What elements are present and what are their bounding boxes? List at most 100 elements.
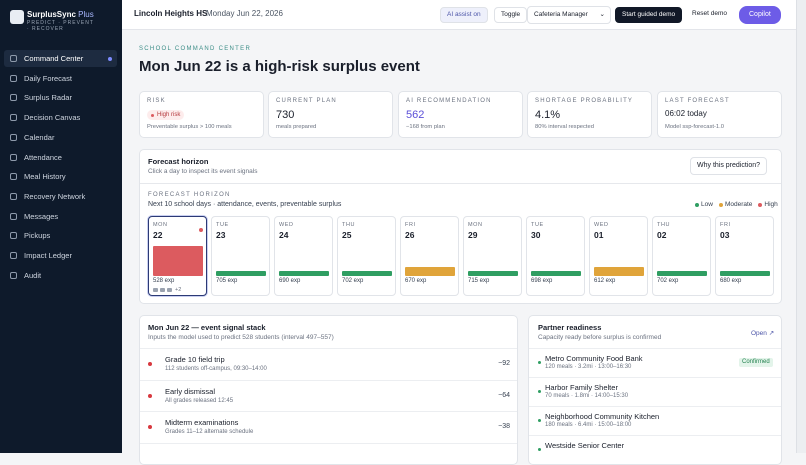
day-card[interactable]: THU 02 702 exp <box>652 216 711 296</box>
section-eyebrow: FORECAST HORIZON <box>148 192 231 198</box>
nav-icon <box>10 153 17 161</box>
nav-icon <box>10 192 17 200</box>
partner-dot <box>538 390 541 393</box>
risk-bar <box>720 271 770 276</box>
day-card[interactable]: WED 24 690 exp <box>274 216 333 296</box>
day-weekday: MON <box>153 222 168 228</box>
guided-demo-button[interactable]: Start guided demo <box>615 7 683 23</box>
day-number: 03 <box>720 230 730 240</box>
risk-bar <box>657 271 707 276</box>
risk-bar <box>279 271 329 276</box>
day-expected: 698 exp <box>531 278 553 284</box>
kpi-card: RISK High risk Preventable surplus > 100 m… <box>139 91 264 138</box>
partner-detail: 180 meals · 6.4mi · 15:00–18:00 <box>545 422 632 428</box>
nav-label: Impact Ledger <box>24 251 72 260</box>
day-weekday: WED <box>279 222 294 228</box>
legend-label: High <box>764 201 778 208</box>
risk-bar <box>342 271 392 276</box>
nav-item[interactable]: Decision Canvas <box>4 109 117 126</box>
partner-name: Westside Senior Center <box>545 441 625 450</box>
day-weekday: TUE <box>531 222 544 228</box>
nav-item[interactable]: Recovery Network <box>4 188 117 205</box>
divider <box>140 183 781 184</box>
role-select[interactable]: Cafeteria Manager ⌄ <box>527 6 611 24</box>
why-button[interactable]: Why this prediction? <box>690 157 768 175</box>
school: Lincoln Heights HS <box>134 9 208 18</box>
row-divider <box>140 379 517 381</box>
nav-item[interactable]: Daily Forecast <box>4 70 117 87</box>
day-card[interactable]: THU 25 702 exp <box>337 216 396 296</box>
nav-item[interactable]: Command Center <box>4 50 117 67</box>
kpi-label: LAST FORECAST <box>665 98 730 104</box>
nav-icon <box>10 271 17 279</box>
day-weekday: FRI <box>720 222 731 228</box>
status-badge: Confirmed <box>739 358 773 367</box>
day-card[interactable]: TUE 23 705 exp <box>211 216 270 296</box>
nav-icon <box>10 212 17 220</box>
day-card[interactable]: FRI 03 680 exp <box>715 216 774 296</box>
kpi-note: meals prepared <box>276 124 317 130</box>
kpi-note: 80% interval respected <box>535 124 594 130</box>
row-divider <box>140 348 517 349</box>
nav-icon <box>10 252 17 259</box>
signal-panel: Mon Jun 22 — event signal stack Inputs t… <box>139 315 518 465</box>
copilot-button[interactable]: Copilot <box>739 6 781 24</box>
brand-suffix: Plus <box>78 10 94 19</box>
day-card[interactable]: MON 22 528 exp +2 <box>148 216 207 296</box>
nav-item[interactable]: Attendance <box>4 149 117 166</box>
kpi-value: 06:02 today <box>665 109 707 118</box>
kpi-note: Preventable surplus > 100 meals <box>147 124 232 130</box>
reset-button[interactable]: Reset demo <box>686 7 734 21</box>
signal-impact: −92 <box>498 360 510 367</box>
toggle-button[interactable]: Toggle <box>494 7 528 23</box>
day-expected: 612 exp <box>594 278 616 284</box>
kpi-card: AI RECOMMENDATION 562 −168 from plan <box>398 91 523 138</box>
nav-label: Recovery Network <box>24 191 86 201</box>
day-number: 24 <box>279 230 289 240</box>
nav-item[interactable]: Pickups <box>4 227 117 244</box>
partner-name: Neighborhood Community Kitchen <box>545 412 660 421</box>
row-divider <box>529 406 781 407</box>
open-link[interactable]: Open ↗ <box>751 330 775 337</box>
section-caption: Next 10 school days · attendance, events… <box>148 201 342 208</box>
nav-item[interactable]: Messages <box>4 208 117 225</box>
day-weekday: MON <box>468 222 483 228</box>
kpi-value: 4.1% <box>535 109 561 121</box>
panel-title: Partner readiness <box>538 323 602 332</box>
day-expected: 702 exp <box>342 278 364 284</box>
nav-item[interactable]: Impact Ledger <box>4 247 117 264</box>
nav-item[interactable]: Meal History <box>4 168 117 185</box>
risk-bar <box>594 267 644 276</box>
day-card[interactable]: WED 01 612 exp <box>589 216 648 296</box>
day-expected: 690 exp <box>279 278 301 284</box>
nav-label: Command Center <box>24 54 84 63</box>
signal-name: Midterm examinations <box>165 418 239 427</box>
day-card[interactable]: MON 29 715 exp <box>463 216 522 296</box>
event-icon <box>160 288 165 292</box>
forecast-panel: Forecast horizon Click a day to inspect … <box>139 149 782 304</box>
nav-label: Decision Canvas <box>24 113 81 123</box>
scrollbar <box>796 0 806 453</box>
day-card[interactable]: FRI 26 670 exp <box>400 216 459 296</box>
day-weekday: TUE <box>216 222 229 228</box>
legend-swatch <box>758 203 763 207</box>
kpi-label: RISK <box>147 98 166 104</box>
event-icon <box>153 288 158 292</box>
risk-bar <box>216 271 266 276</box>
day-number: 02 <box>657 230 667 240</box>
page-title: Mon Jun 22 is a high-risk surplus event <box>139 58 420 75</box>
nav-icon <box>10 94 17 102</box>
signal-impact: −38 <box>498 423 510 430</box>
nav-item[interactable]: Surplus Radar <box>4 89 117 106</box>
nav-item[interactable]: Calendar <box>4 129 117 146</box>
selected-dot <box>199 228 203 232</box>
signal-detail: Grades 11–12 alternate schedule <box>165 429 254 435</box>
nav-item[interactable]: Audit <box>4 267 117 284</box>
nav-icon <box>10 114 17 122</box>
day-number: 23 <box>216 230 226 240</box>
partner-dot <box>538 448 541 451</box>
ai-assist[interactable]: AI assist on <box>440 7 488 23</box>
kpi-value: 562 <box>406 109 425 121</box>
day-card[interactable]: TUE 30 698 exp <box>526 216 585 296</box>
